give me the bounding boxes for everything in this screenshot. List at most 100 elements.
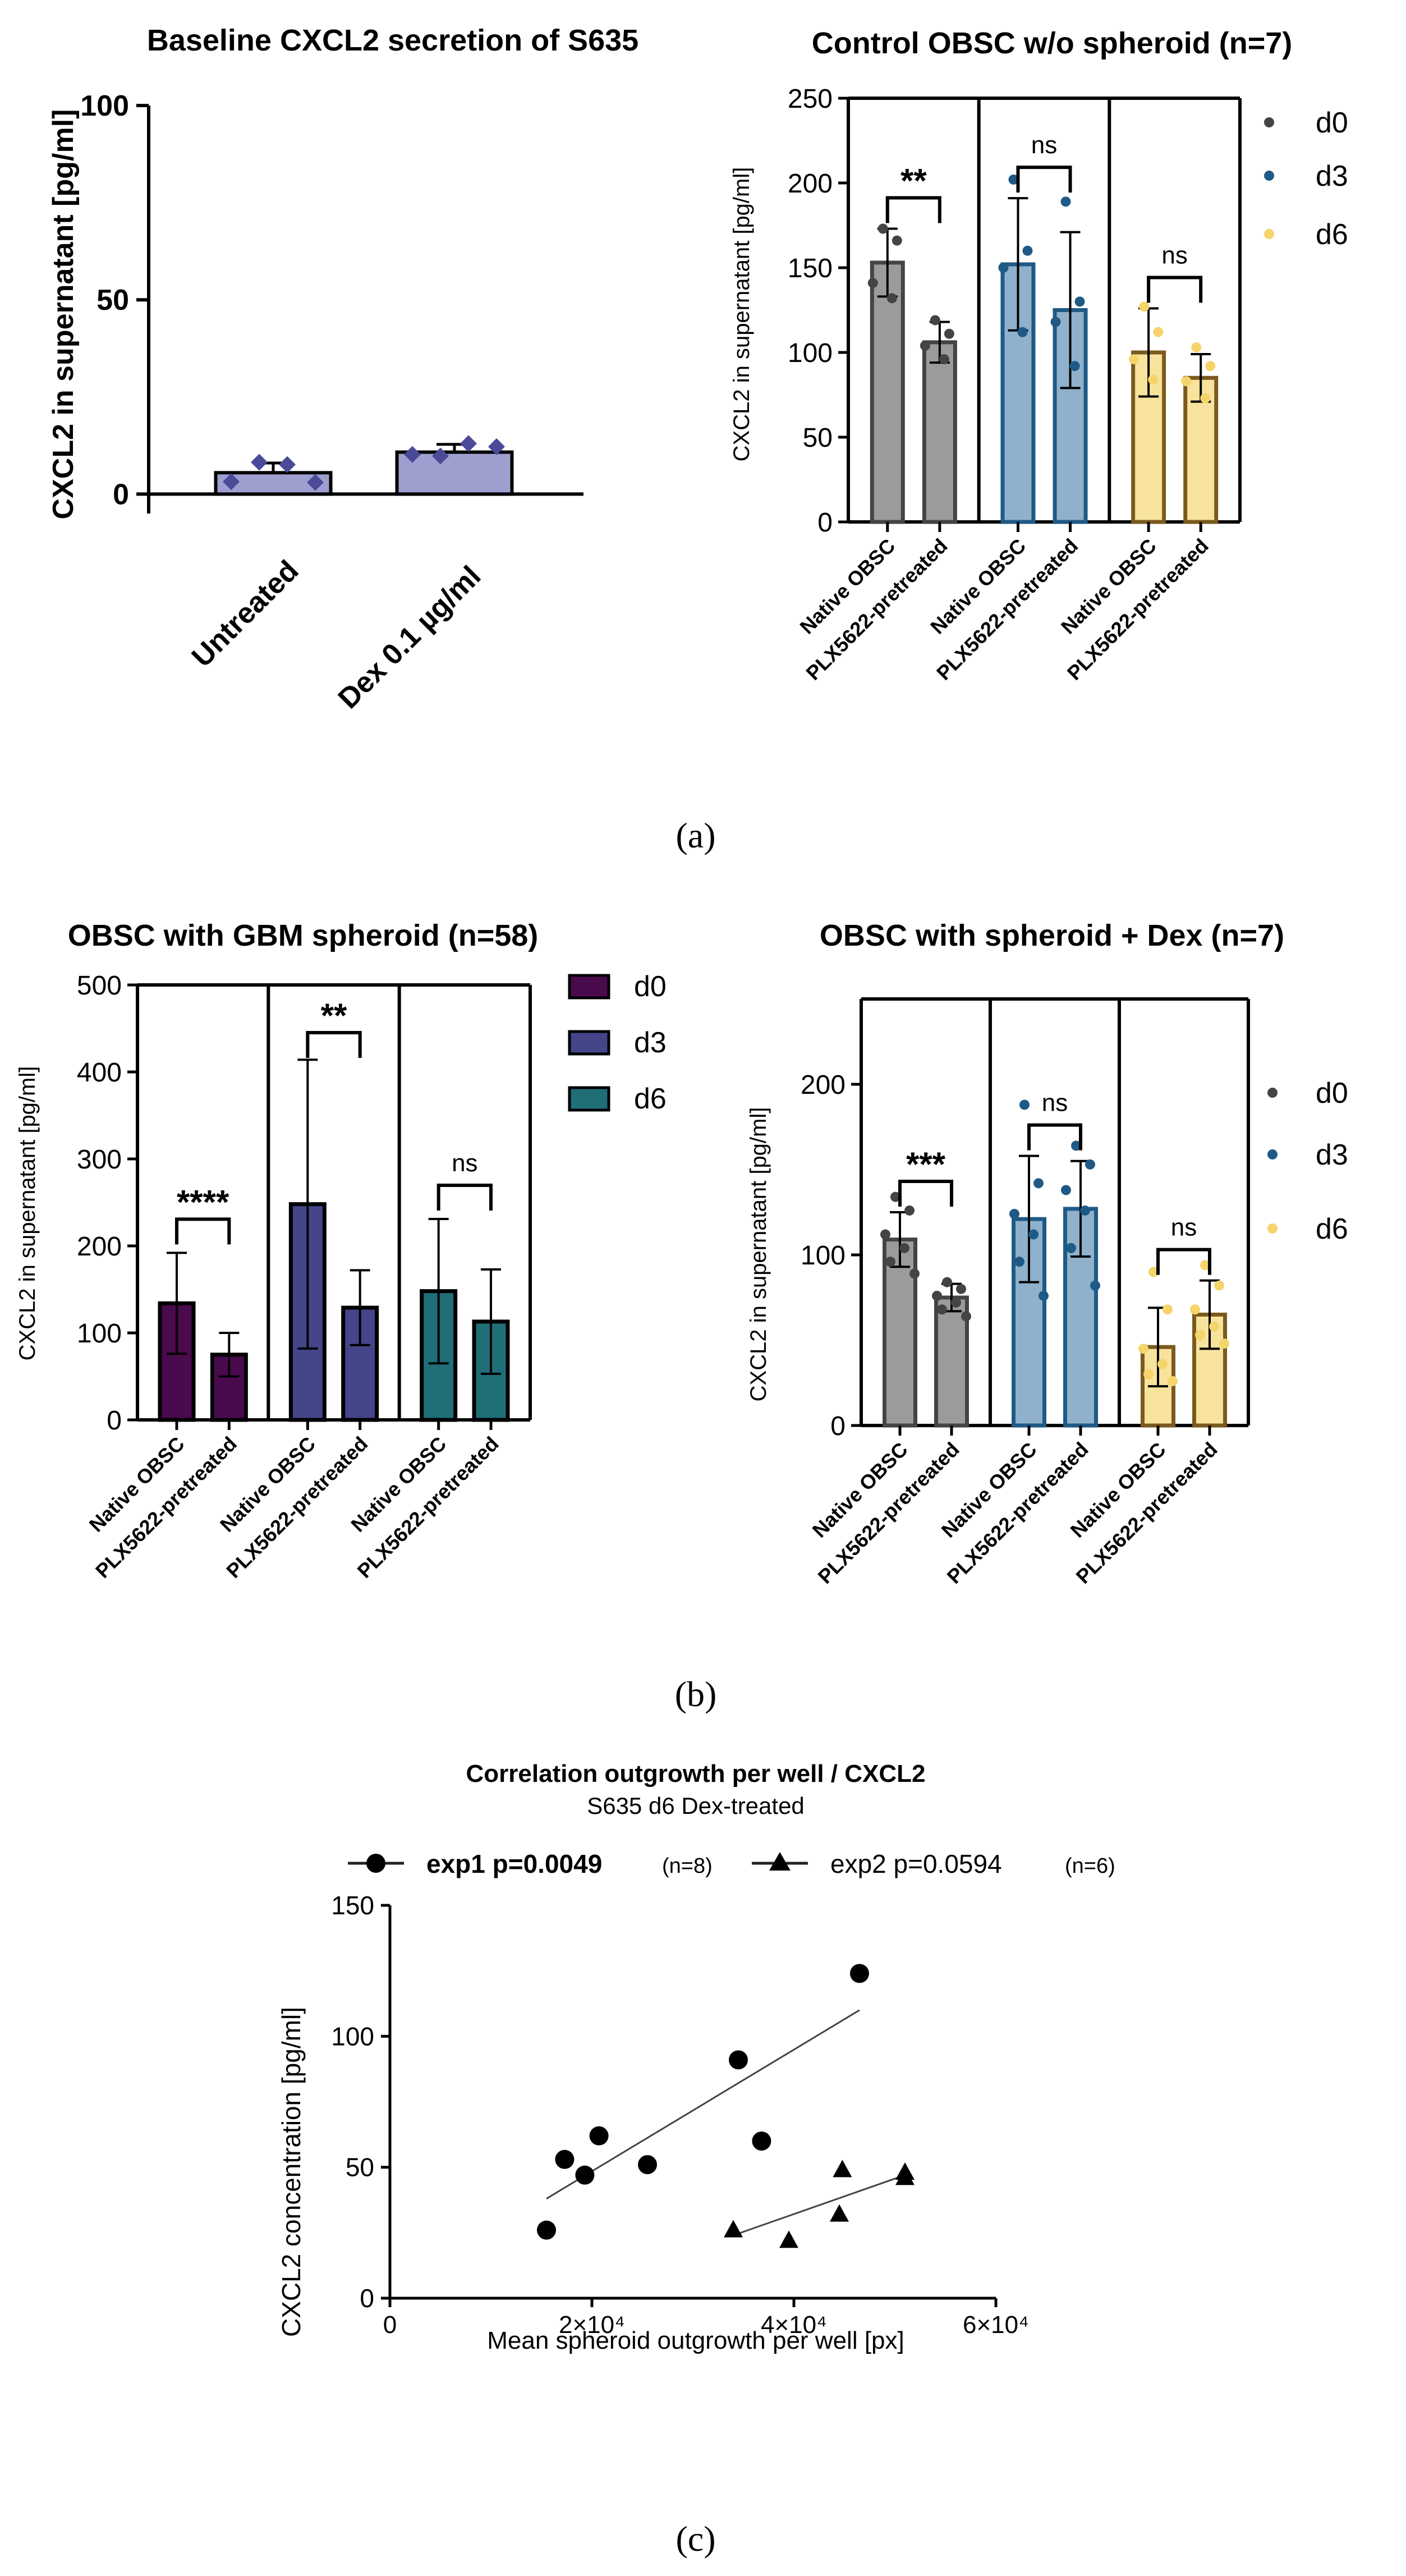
y-tick-label: 100 — [788, 338, 833, 368]
y-tick-label: 0 — [113, 478, 129, 511]
y-tick-label: 100 — [801, 1241, 846, 1271]
chart-b1-legend: d0 d3 d6 — [568, 970, 667, 1115]
significance-label: ns — [1171, 1214, 1197, 1241]
legend-swatch-d0 — [568, 974, 610, 1000]
data-point — [920, 340, 930, 351]
data-point — [1200, 1260, 1210, 1271]
y-tick-label: 0 — [360, 2284, 374, 2313]
data-point — [432, 447, 449, 465]
legend-marker-d3 — [1267, 1149, 1278, 1159]
data-point — [1190, 1304, 1200, 1315]
chart-c-legend: exp1 p=0.0049 (n=8) exp2 p=0.0594 (n=6) — [348, 1849, 1115, 1878]
data-point — [877, 223, 888, 234]
legend-n-exp2: (n=6) — [1065, 1854, 1115, 1878]
data-point — [951, 1298, 961, 1308]
data-point — [895, 2162, 915, 2180]
data-point — [1191, 342, 1202, 352]
chart-b1-gbm-spheroid: OBSC with GBM spheroid (n=58) CXCL2 in s… — [15, 919, 667, 1583]
y-tick-label: 150 — [331, 1891, 374, 1920]
data-point — [1085, 1159, 1095, 1170]
chart-b2-legend: d0 d3 d6 — [1267, 1077, 1348, 1245]
data-point — [1090, 1280, 1100, 1291]
data-point — [724, 2220, 743, 2238]
data-point — [1148, 374, 1159, 385]
chart-a2-legend: d0 d3 d6 — [1264, 107, 1348, 251]
legend-label-d3: d3 — [1316, 160, 1348, 192]
data-point — [1157, 1359, 1168, 1369]
legend-label-exp1: exp1 p=0.0049 — [426, 1849, 602, 1878]
data-point — [589, 2126, 609, 2146]
chart-c-plot: 0 50 100 150 0 2×10⁴ 4×10⁴ 6×10⁴ — [331, 1891, 1029, 2339]
fit-line — [733, 2174, 906, 2236]
data-point — [1039, 1290, 1049, 1301]
x-tick-label: 4×10⁴ — [761, 2311, 827, 2339]
significance-label: ns — [1161, 241, 1187, 269]
data-point — [1163, 1304, 1173, 1315]
legend-n-exp1: (n=8) — [662, 1854, 713, 1878]
data-point — [886, 293, 897, 304]
legend-marker-exp1 — [366, 1854, 385, 1873]
chart-c-xlabel: Mean spheroid outgrowth per well [px] — [487, 2327, 904, 2354]
significance-bracket — [898, 1180, 953, 1207]
data-point — [890, 1191, 900, 1202]
legend-marker-d0 — [1264, 117, 1274, 127]
y-tick-label: 300 — [77, 1145, 122, 1175]
chart-b1-title: OBSC with GBM spheroid (n=58) — [68, 919, 539, 952]
significance-bracket — [1027, 1123, 1082, 1151]
data-point — [909, 1268, 920, 1279]
chart-b2-spheroid-dex: OBSC with spheroid + Dex (n=7) CXCL2 in … — [746, 919, 1348, 1588]
y-tick-label: 150 — [788, 254, 833, 283]
legend-swatch-d3 — [568, 1030, 610, 1056]
data-point — [885, 1257, 895, 1267]
significance-bracket — [1147, 276, 1203, 303]
legend-marker-d6 — [1264, 229, 1274, 239]
data-point — [1205, 361, 1216, 372]
x-tick-label: 0 — [383, 2311, 397, 2339]
data-point — [867, 278, 878, 288]
significance-bracket — [306, 1031, 362, 1058]
data-point — [904, 1205, 915, 1216]
legend-label-d6: d6 — [1316, 218, 1348, 251]
data-point — [1181, 376, 1192, 387]
y-tick-label: 200 — [77, 1232, 122, 1262]
data-point — [1008, 174, 1019, 185]
data-point — [1071, 1140, 1081, 1151]
data-point — [1148, 1267, 1159, 1277]
significance-bracket — [175, 1217, 231, 1245]
significance-bracket — [1016, 166, 1072, 193]
y-tick-label: 400 — [77, 1058, 122, 1088]
data-point — [1028, 1229, 1039, 1240]
significance-label: ns — [1042, 1089, 1068, 1117]
data-point — [1066, 1243, 1076, 1253]
data-point — [251, 453, 268, 471]
chart-a1-axes: 0 50 100 — [80, 90, 583, 514]
y-tick-label: 200 — [788, 169, 833, 199]
legend-marker-d0 — [1267, 1088, 1278, 1098]
data-point — [899, 1243, 909, 1253]
data-point — [930, 315, 940, 326]
legend-label-d6: d6 — [634, 1083, 667, 1115]
data-point — [1050, 317, 1061, 327]
y-tick-label: 0 — [830, 1411, 846, 1441]
x-tick-label: 6×10⁴ — [963, 2311, 1029, 2339]
data-point — [833, 2160, 852, 2178]
legend-label-d0: d0 — [1316, 107, 1348, 139]
significance-bracket — [436, 1183, 493, 1211]
data-point — [1019, 1099, 1030, 1110]
data-point — [956, 1284, 966, 1294]
data-point — [850, 1964, 869, 1983]
data-point — [460, 435, 477, 452]
data-point — [939, 354, 949, 365]
chart-c-ylabel: CXCL2 concentration [pg/ml] — [277, 2007, 306, 2337]
chart-a1-category-label: Dex 0.1 µg/ml — [332, 560, 488, 715]
chart-a1-baseline: Baseline CXCL2 secretion of S635 CXCL2 i… — [47, 24, 638, 715]
chart-c-title: Correlation outgrowth per well / CXCL2 — [466, 1760, 926, 1787]
bar — [922, 340, 957, 524]
data-point — [1061, 1185, 1071, 1195]
significance-label: **** — [177, 1183, 229, 1221]
y-tick-label: 0 — [817, 508, 833, 538]
